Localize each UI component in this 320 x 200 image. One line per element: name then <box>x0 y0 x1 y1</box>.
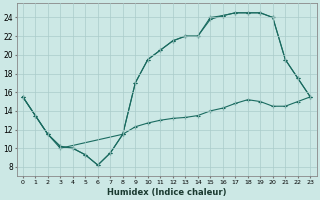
X-axis label: Humidex (Indice chaleur): Humidex (Indice chaleur) <box>107 188 226 197</box>
